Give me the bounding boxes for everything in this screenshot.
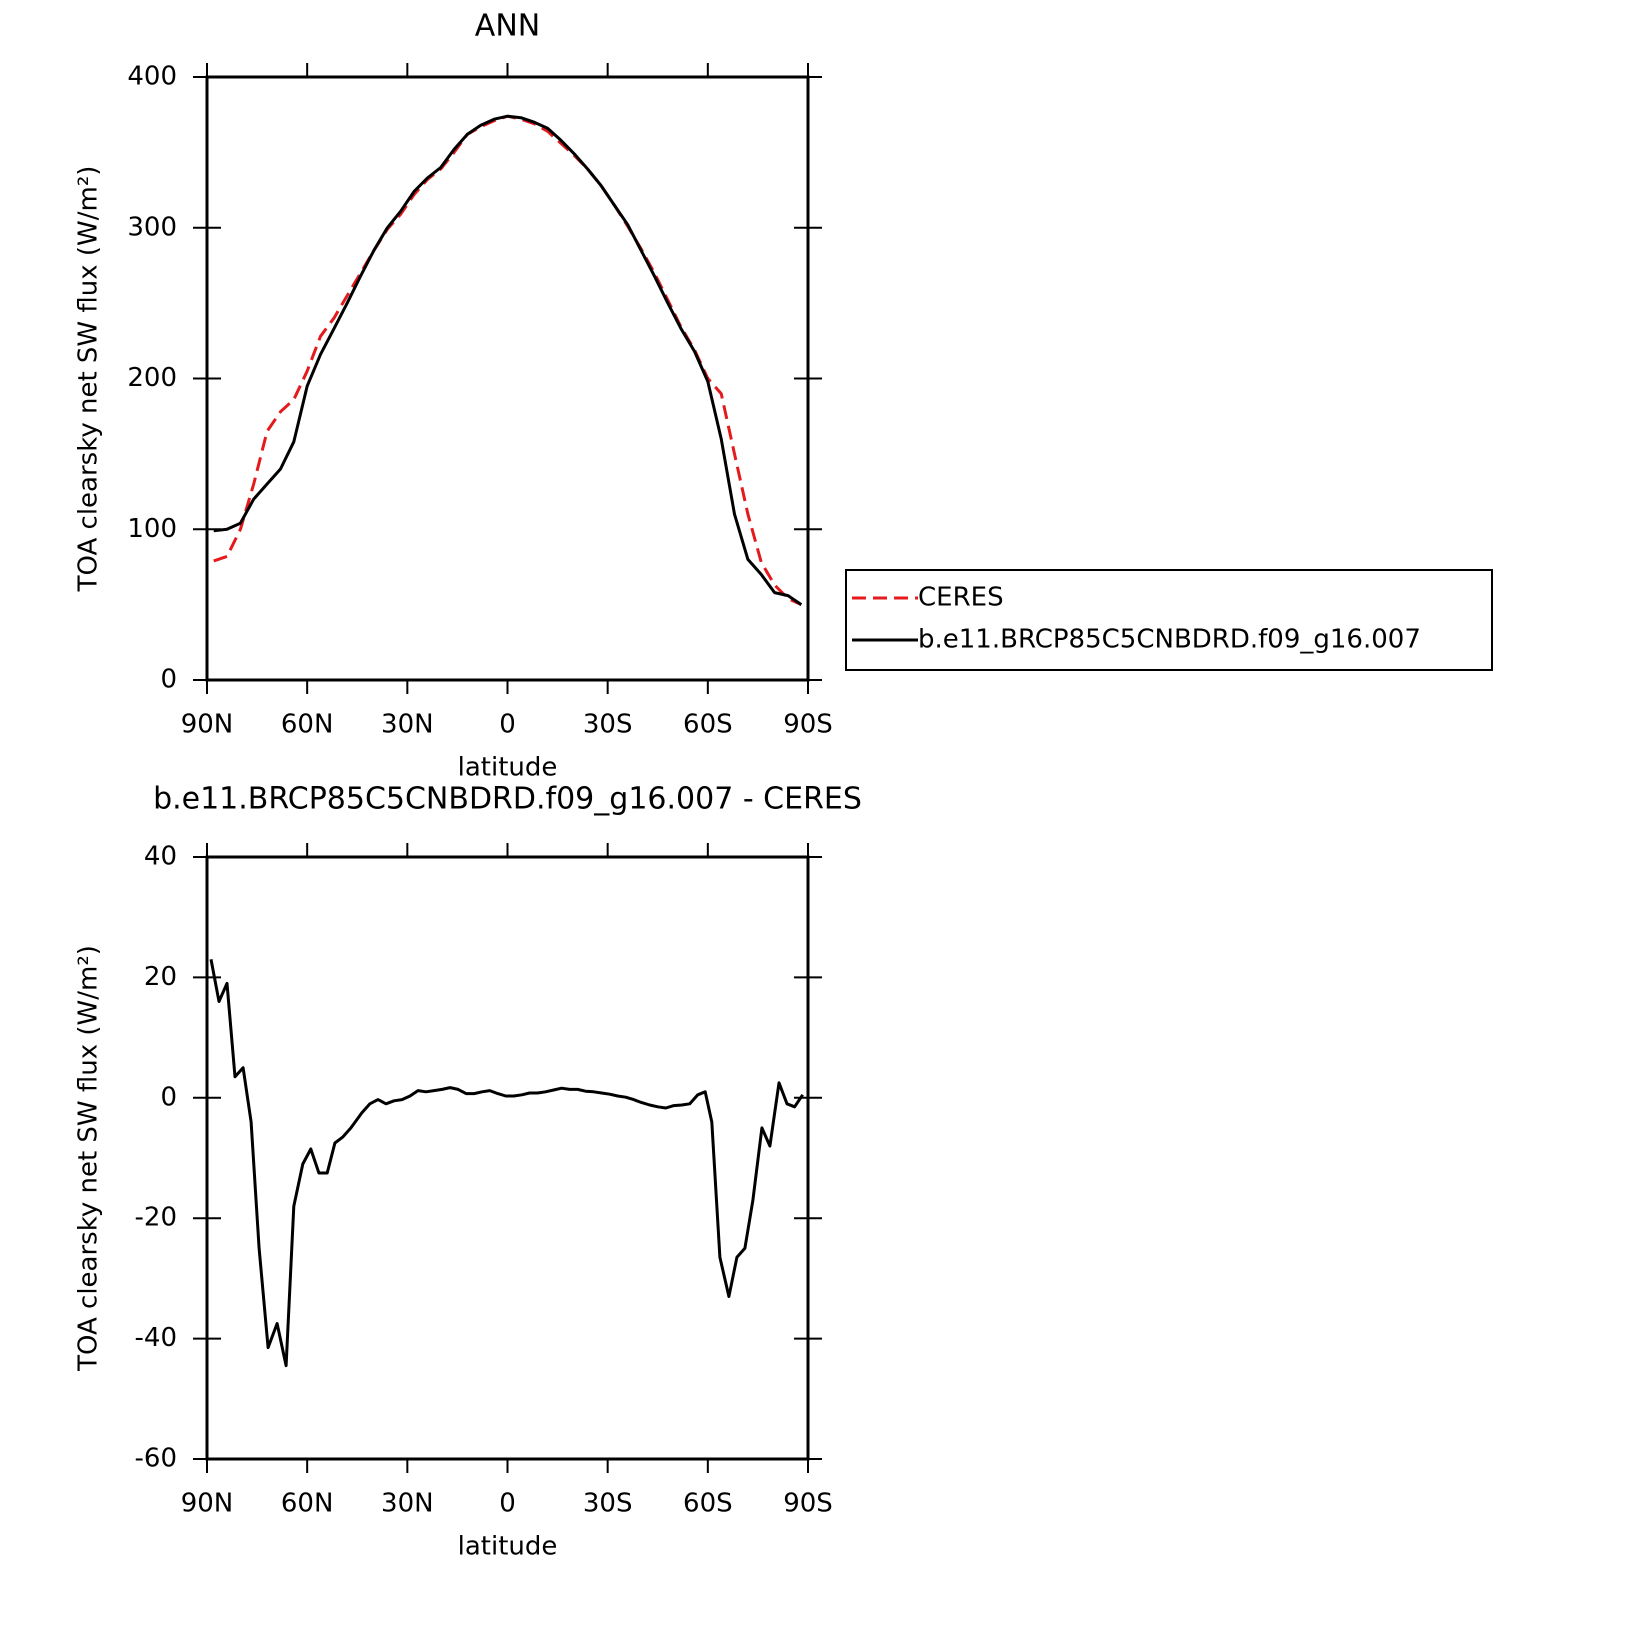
x-tick-label: 30S [583, 1489, 633, 1519]
x-tick-label: 30N [381, 1489, 434, 1519]
x-tick-label: 90S [783, 710, 833, 740]
y-tick-label: 20 [144, 962, 177, 992]
data-line [209, 959, 804, 1368]
y-tick-label: 200 [127, 363, 177, 393]
x-tick-label: 0 [499, 710, 516, 740]
legend-label: CERES [918, 583, 1004, 613]
plot-frame [205, 75, 810, 682]
data-line [213, 114, 803, 606]
y-tick-label: 40 [144, 842, 177, 872]
data-line [213, 114, 802, 606]
y-tick-label: 300 [127, 212, 177, 242]
x-tick-label: 90S [783, 1489, 833, 1519]
x-axis-label: latitude [458, 753, 558, 783]
chart-title: ANN [475, 9, 540, 44]
x-tick-label: 60S [683, 710, 733, 740]
x-tick-label: 60N [281, 1489, 334, 1519]
x-tick-label: 30N [381, 710, 434, 740]
x-tick-label: 0 [499, 1489, 516, 1519]
x-tick-label: 60S [683, 1489, 733, 1519]
chart-title: b.e11.BRCP85C5CNBDRD.f09_g16.007 - CERES [153, 782, 862, 817]
x-tick-label: 90N [181, 710, 234, 740]
y-tick-label: 400 [127, 62, 177, 92]
legend-label: b.e11.BRCP85C5CNBDRD.f09_g16.007 [918, 625, 1421, 655]
x-tick-label: 60N [281, 710, 334, 740]
y-tick-label: 0 [160, 1082, 177, 1112]
x-tick-label: 30S [583, 710, 633, 740]
y-tick-label: -60 [135, 1444, 177, 1474]
y-tick-label: 0 [160, 665, 177, 695]
x-axis-label: latitude [458, 1532, 558, 1562]
legend-box [845, 569, 1493, 671]
y-tick-label: 100 [127, 514, 177, 544]
x-tick-label: 90N [181, 1489, 234, 1519]
y-tick-label: -40 [135, 1323, 177, 1353]
plot-frame [205, 855, 810, 1461]
y-axis-label: TOA clearsky net SW flux (W/m²) [74, 166, 104, 593]
y-tick-label: -20 [135, 1203, 177, 1233]
y-axis-label: TOA clearsky net SW flux (W/m²) [74, 945, 104, 1372]
